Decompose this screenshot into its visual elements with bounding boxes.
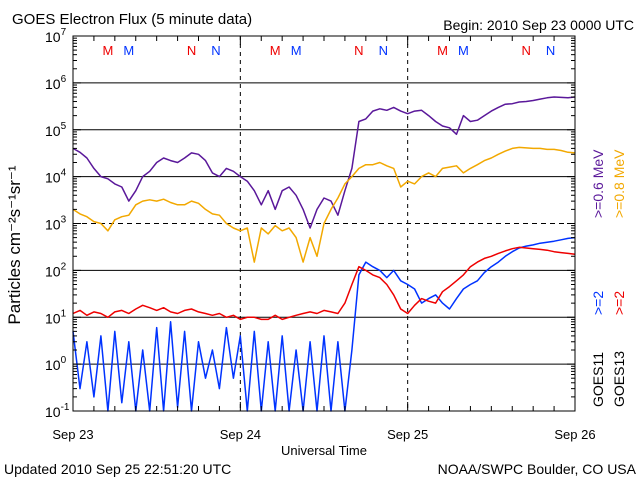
x-tick-label: Sep 24 xyxy=(220,427,261,442)
y-tick-label: 102 xyxy=(45,261,67,279)
legend-entry: >=0.6 MeV xyxy=(590,149,606,218)
legend-entry: >=0.8 MeV xyxy=(611,149,627,218)
legend-satellite-goes11: GOES11 xyxy=(590,352,606,407)
mn-marker-label: M xyxy=(123,43,134,58)
mn-marker-label: N xyxy=(521,43,530,58)
updated-timestamp: Updated 2010 Sep 25 22:51:20 UTC xyxy=(4,461,231,477)
legend-satellite-label: GOES13 xyxy=(611,351,627,407)
mn-marker-label: N xyxy=(379,43,388,58)
legend-low-energy-goes11: >=0.6 MeV xyxy=(590,149,606,218)
day-dividers xyxy=(239,36,409,411)
mn-marker-label: N xyxy=(187,43,196,58)
legend-high-energy-goes13: >=2 xyxy=(611,291,627,315)
legend-high-energy-goes11: >=2 xyxy=(590,291,606,315)
series-line xyxy=(72,246,576,321)
x-tick-label: Sep 23 xyxy=(52,427,93,442)
legend-entry: >=2 xyxy=(611,291,627,315)
begin-time-label: Begin: 2010 Sep 23 0000 UTC xyxy=(443,17,634,33)
axis-ticks xyxy=(72,35,576,412)
mn-marker-label: M xyxy=(270,43,281,58)
mn-marker-label: M xyxy=(437,43,448,58)
y-tick-label: 100 xyxy=(45,355,67,373)
y-axis-label: Particles cm⁻²s⁻¹sr⁻¹ xyxy=(5,165,24,324)
x-tick-labels: Sep 23 Sep 24 Sep 25 Sep 26 xyxy=(52,427,595,442)
legend-low-energy-goes13: >=0.8 MeV xyxy=(611,149,627,218)
legend: >=0.6 MeV >=0.8 MeV >=2 >=2 GOES11 GOES13 xyxy=(590,149,627,407)
chart-title: GOES Electron Flux (5 minute data) xyxy=(12,11,252,28)
legend-entry: >=2 xyxy=(590,291,606,315)
y-tick-label: 104 xyxy=(45,168,67,186)
series-line xyxy=(72,236,576,412)
mn-marker-label: N xyxy=(211,43,220,58)
y-tick-label: 101 xyxy=(45,308,67,326)
y-tick-labels: 10-1 100 101 102 103 104 105 106 107 xyxy=(45,27,70,420)
data-series xyxy=(72,96,576,412)
mn-marker-label: N xyxy=(546,43,555,58)
gridlines xyxy=(73,82,575,365)
x-axis-label: Universal Time xyxy=(281,443,367,458)
y-tick-label: 103 xyxy=(45,215,67,233)
legend-satellite-label: GOES11 xyxy=(590,352,606,407)
x-tick-label: Sep 26 xyxy=(554,427,595,442)
series-line xyxy=(72,146,576,263)
series-line xyxy=(72,96,576,229)
mn-marker-label: M xyxy=(458,43,469,58)
x-tick-label: Sep 25 xyxy=(387,427,428,442)
mn-marker-label: M xyxy=(102,43,113,58)
credit-label: NOAA/SWPC Boulder, CO USA xyxy=(438,461,637,477)
mn-marker-label: M xyxy=(291,43,302,58)
y-tick-label: 106 xyxy=(45,74,67,92)
legend-satellite-goes13: GOES13 xyxy=(611,351,627,407)
y-tick-label: 10-1 xyxy=(45,402,70,420)
y-tick-label: 105 xyxy=(45,121,67,139)
mn-marker-label: N xyxy=(354,43,363,58)
y-tick-label: 107 xyxy=(45,27,67,45)
